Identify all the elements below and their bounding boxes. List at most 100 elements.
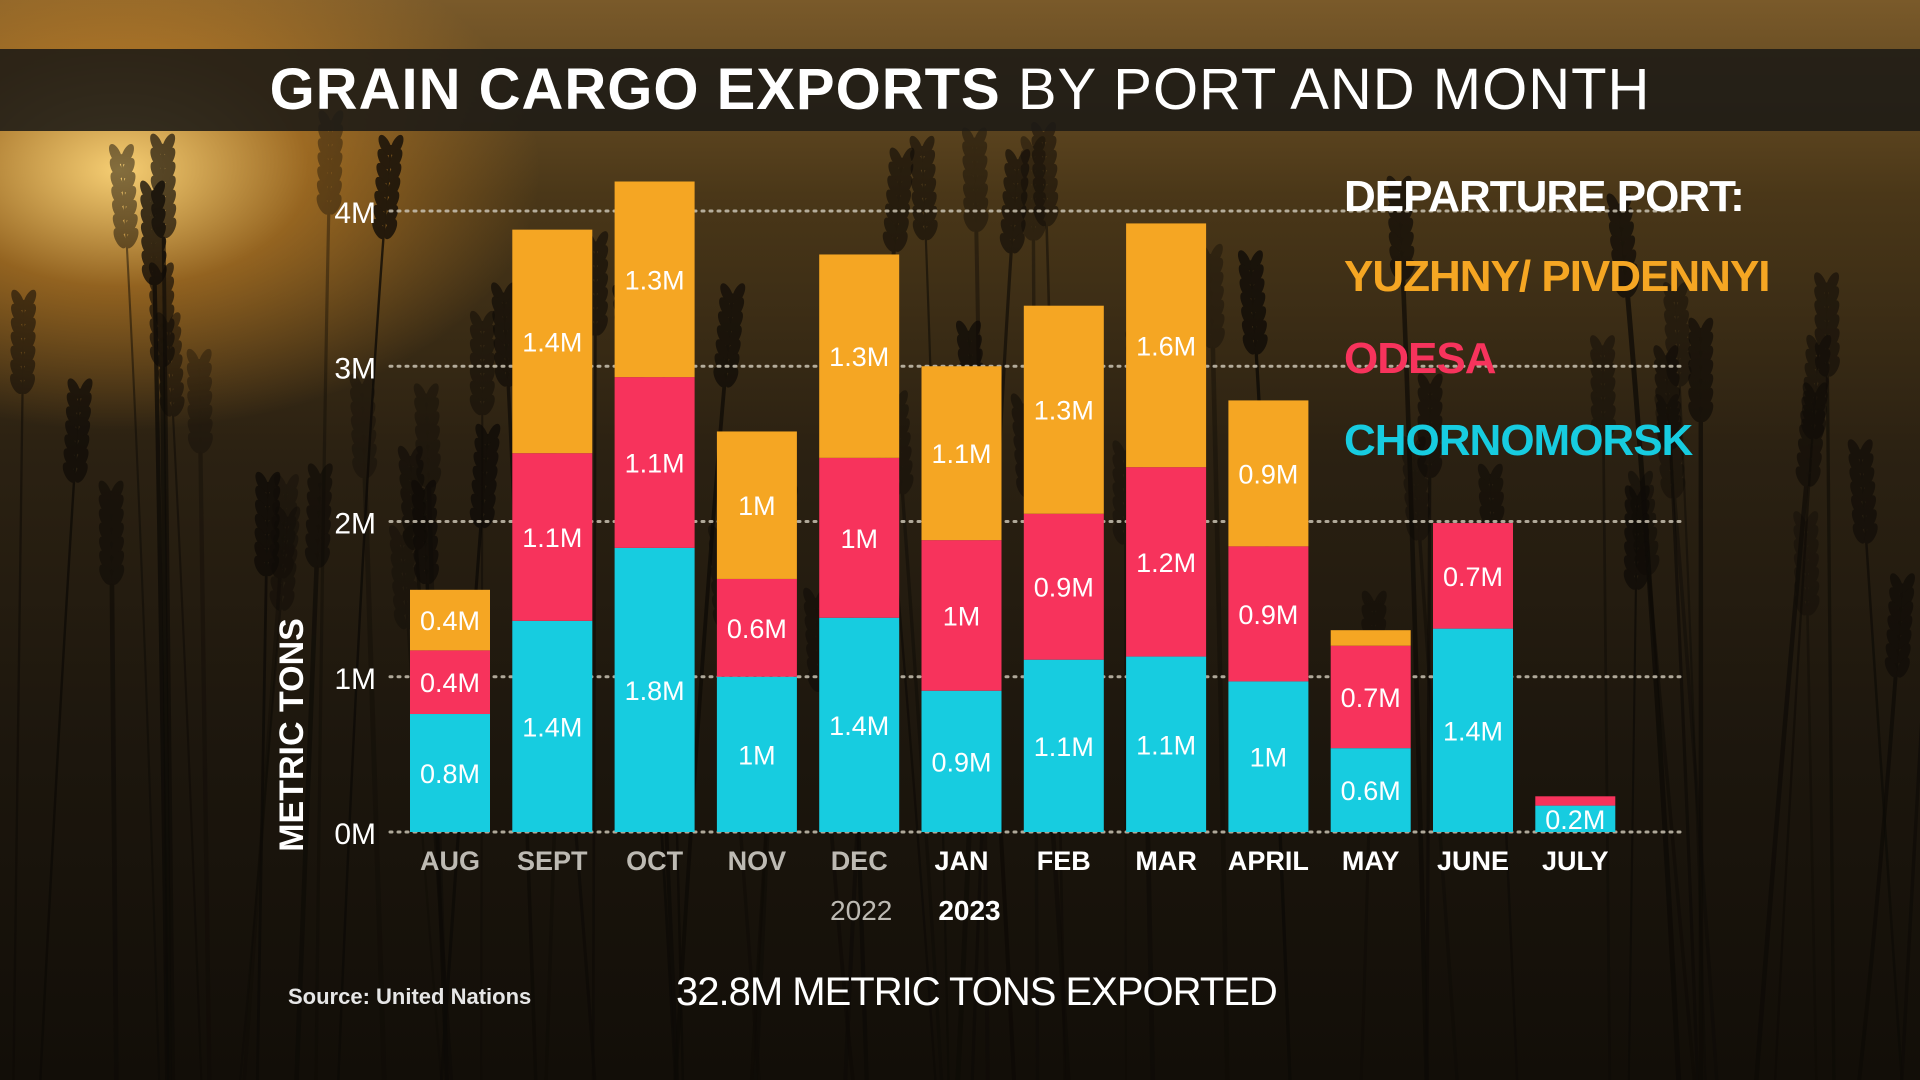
bar-segment	[1330, 748, 1411, 832]
wheat-stalk	[1654, 394, 1719, 1080]
y-axis-title: METRIC TONS	[273, 618, 311, 852]
data-label: 1M	[738, 740, 776, 770]
x-tick-label: FEB	[1037, 846, 1091, 876]
chart-title-rest: BY PORT AND MONTH	[1017, 57, 1651, 122]
wheat-stalk	[1847, 439, 1903, 1080]
data-label: 1.3M	[829, 342, 889, 372]
x-tick-label: JAN	[934, 846, 988, 876]
data-label: 0.7M	[1443, 562, 1503, 592]
wheat-stalk	[186, 348, 213, 1080]
wheat-stalk	[242, 474, 299, 1080]
year-label: 2022	[830, 895, 892, 926]
data-label: 1.1M	[522, 523, 582, 553]
wheat-stalk	[1793, 511, 1820, 1080]
wheat-stalk	[98, 480, 125, 1080]
source-note: Source: United Nations	[288, 984, 532, 1009]
wheat-stalk	[39, 378, 93, 1080]
bar-segment	[716, 578, 797, 677]
data-label: 1.6M	[1136, 331, 1196, 361]
wheat-stalk	[349, 373, 387, 1080]
data-label: 1.3M	[1034, 396, 1094, 426]
wheat-stalk	[1688, 317, 1714, 1080]
legend-heading: DEPARTURE PORT:	[1344, 172, 1745, 221]
chart-title-bold: GRAIN CARGO EXPORTS	[269, 57, 1001, 122]
bar-segment	[1228, 681, 1309, 832]
bar-segment	[1126, 656, 1207, 832]
y-tick-label: 0M	[334, 818, 376, 851]
bar-segment	[921, 690, 1002, 832]
bar-segment	[1535, 805, 1616, 832]
data-label: 0.2M	[1545, 805, 1605, 835]
wheat-stalk	[108, 143, 161, 1080]
wheat-stalk	[314, 110, 344, 1080]
bar-segment	[614, 547, 695, 832]
bar-segment	[410, 714, 490, 832]
wheat-stalk	[1386, 175, 1429, 1080]
x-tick-label: AUG	[420, 846, 480, 876]
data-label: 1M	[943, 601, 981, 631]
y-tick-label: 4M	[334, 197, 376, 230]
data-label: 0.6M	[727, 614, 787, 644]
x-tick-label: APRIL	[1228, 846, 1309, 876]
data-label: 1.1M	[931, 439, 991, 469]
bar-segment	[1433, 628, 1513, 832]
wheat-stalk	[254, 471, 281, 1080]
bar-segment	[512, 453, 593, 621]
data-label: 0.8M	[420, 759, 480, 789]
bar-segment	[716, 431, 797, 579]
x-tick-label: OCT	[626, 846, 684, 876]
x-tick-label: JULY	[1542, 846, 1609, 876]
bar-segment	[1433, 523, 1513, 629]
bar-segment	[819, 617, 900, 832]
bar-segment	[1126, 223, 1207, 468]
data-label: 0.4M	[420, 606, 480, 636]
legend-item-chornomorsk: CHORNOMORSK	[1344, 416, 1693, 465]
wheat-stalk	[1900, 722, 1920, 1080]
wheat-stalk	[1197, 243, 1230, 1080]
bar-segment	[921, 540, 1002, 691]
bar-segment	[614, 181, 695, 378]
wheat-stalk	[148, 262, 175, 1080]
bar-segment	[716, 676, 797, 832]
title-bar	[0, 49, 1920, 131]
bar-segment	[1228, 400, 1309, 547]
bar-segment	[1330, 630, 1411, 646]
total-exported: 32.8M METRIC TONS EXPORTED	[676, 970, 1278, 1014]
bar-segment	[921, 366, 1002, 541]
bar-segment	[819, 457, 900, 618]
x-tick-label: DEC	[831, 846, 888, 876]
data-label: 0.4M	[420, 668, 480, 698]
data-label: 0.7M	[1341, 683, 1401, 713]
data-label: 1.3M	[625, 265, 685, 295]
x-tick-label: NOV	[728, 846, 787, 876]
wheat-stalk	[10, 289, 37, 1080]
data-label: 0.9M	[931, 747, 991, 777]
wheat-stalk	[1653, 345, 1700, 1080]
data-label: 1.1M	[625, 449, 685, 479]
bar-segment	[1023, 659, 1104, 832]
data-label: 1.8M	[625, 676, 685, 706]
data-label: 1M	[840, 524, 878, 554]
data-label: 0.9M	[1034, 573, 1094, 603]
y-tick-label: 3M	[334, 352, 376, 385]
legend-item-odesa: ODESA	[1344, 334, 1496, 383]
bar-segment	[410, 589, 490, 651]
bar-segment	[512, 229, 593, 454]
data-label: 1M	[1250, 743, 1288, 773]
x-tick-label: MAR	[1135, 846, 1197, 876]
wheat-stalk	[1590, 335, 1616, 1080]
bar-segment	[1023, 513, 1104, 660]
data-label: 1M	[738, 491, 776, 521]
chart-title: GRAIN CARGO EXPORTS BY PORT AND MONTH	[0, 49, 1920, 131]
bar-segment	[614, 377, 695, 548]
data-label: 1.4M	[1443, 716, 1503, 746]
legend-item-yuzhny: YUZHNY/ PIVDENNYI	[1344, 252, 1771, 301]
bar-segment	[1023, 305, 1104, 514]
wheat-stalk	[1857, 573, 1915, 1080]
wheat-stalk	[1623, 485, 1650, 1080]
y-tick-label: 2M	[334, 508, 376, 541]
data-label: 1.1M	[1136, 730, 1196, 760]
bar-segment	[410, 650, 490, 715]
